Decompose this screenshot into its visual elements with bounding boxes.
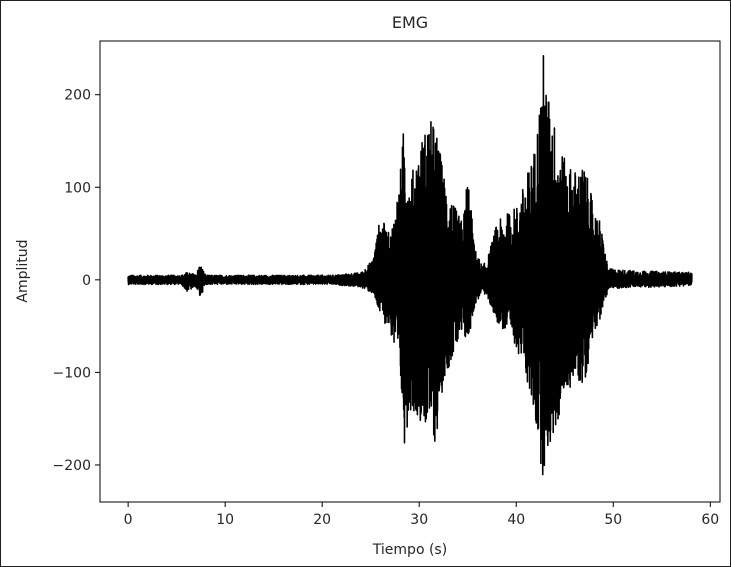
x-tick-label: 30 xyxy=(410,512,428,528)
y-tick-label: 100 xyxy=(64,180,91,196)
chart-title: EMG xyxy=(392,13,428,32)
x-tick-label: 0 xyxy=(124,512,133,528)
signal-layer xyxy=(127,54,693,476)
y-tick-label: 200 xyxy=(64,88,91,104)
x-tick-label: 10 xyxy=(216,512,234,528)
y-axis: −200 −100 0 100 200 xyxy=(53,88,100,474)
x-axis-label: Tiempo (s) xyxy=(372,542,447,558)
emg-signal-line xyxy=(127,54,693,476)
x-axis: 0 10 20 30 40 50 60 xyxy=(124,502,719,528)
y-tick-label: −100 xyxy=(53,365,91,381)
y-tick-label: 0 xyxy=(82,273,91,289)
x-tick-label: 50 xyxy=(604,512,622,528)
plot-frame xyxy=(99,40,721,503)
x-tick-label: 60 xyxy=(701,512,719,528)
y-axis-label: Amplitud xyxy=(15,239,31,302)
y-tick-label: −200 xyxy=(53,458,91,474)
x-tick-label: 40 xyxy=(507,512,525,528)
x-tick-label: 20 xyxy=(313,512,331,528)
